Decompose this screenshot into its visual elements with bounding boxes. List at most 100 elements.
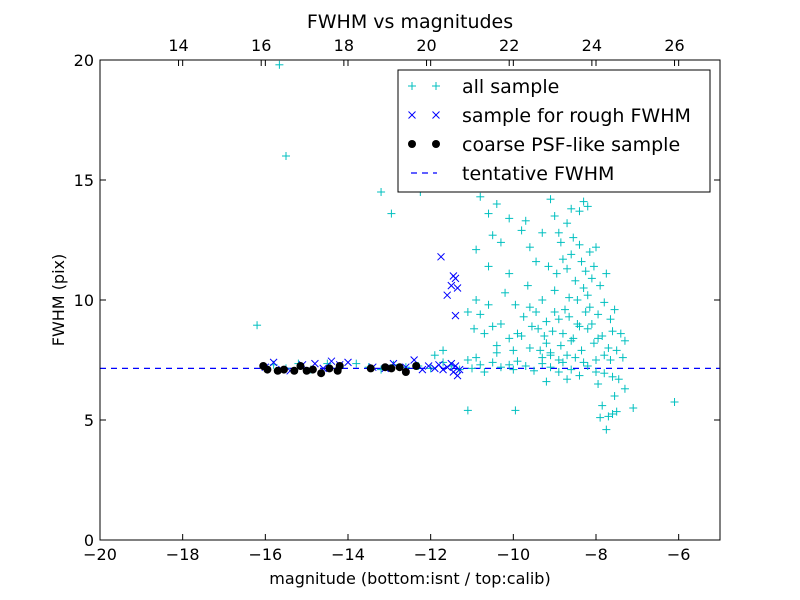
data-point [571,353,580,362]
y-tick-label: 15 [74,171,94,190]
data-point [387,364,396,373]
data-point [548,327,557,336]
data-point [579,358,588,367]
axes-ticks: −20 −18 −16 −14 −12 −10 −8 −6 14 16 18 20 22 24 26 0 5 10… [74,36,720,564]
data-point [437,252,445,261]
data-point [279,365,288,374]
data-point [592,356,600,364]
data-point [606,315,615,324]
data-point [618,353,627,362]
top-x-tick-label: 20 [416,36,436,55]
data-point [525,303,534,312]
data-point [563,375,572,384]
data-point [492,341,501,350]
data-point [592,243,600,252]
data-point [366,364,375,373]
data-point [534,324,543,333]
data-point [269,358,278,367]
data-point [381,363,390,372]
data-point [558,329,567,338]
data-point [395,363,404,372]
data-point [583,291,592,300]
data-point [525,344,534,352]
top-x-tick-label: 16 [251,36,271,55]
data-point [596,413,605,422]
legend-swatch-sample-for-rough-fwhm [408,111,416,119]
data-point [509,365,518,374]
data-point [594,334,603,343]
data-point [587,320,596,328]
data-point [598,401,607,410]
data-point [430,351,439,360]
data-point [589,339,598,348]
data-point [327,357,336,366]
x-tick-label: −8 [584,545,608,564]
data-point [501,288,510,297]
legend-label-coarse-psf-like-sample: coarse PSF-like sample [462,134,680,156]
data-point [418,365,427,374]
data-point [424,362,433,370]
data-point [606,356,615,364]
data-point [583,324,592,333]
data-point [352,359,361,368]
legend-swatch-all-sample [408,82,416,90]
data-point [610,305,619,314]
data-point [505,269,514,278]
data-point [344,358,352,367]
data-point [505,214,514,223]
data-point [602,425,611,434]
data-point [282,152,290,160]
data-point [447,281,456,290]
data-point [412,362,421,370]
x-tick-label: −12 [414,545,448,564]
data-point [608,410,617,418]
data-point [620,384,629,393]
data-point [488,358,497,367]
data-point [484,300,493,309]
data-point [523,281,532,290]
data-point [592,368,600,376]
data-point [542,377,551,386]
data-point [581,267,590,276]
data-point [598,332,607,340]
data-point [463,308,472,316]
data-point [577,257,586,266]
data-point [579,284,588,292]
data-point [629,404,638,412]
data-point [290,366,299,375]
data-point [620,336,629,345]
legend: all sample sample for rough FWHM coarse PS… [397,69,711,193]
top-x-tick-label: 24 [582,36,602,55]
data-point [472,245,481,254]
data-point [587,274,596,283]
data-point [594,380,603,388]
data-point [589,262,598,271]
top-x-tick-label: 26 [664,36,684,55]
data-point [604,344,613,352]
data-point [325,364,334,373]
data-point [525,243,534,252]
data-point [273,366,282,375]
data-point [546,363,555,372]
data-point [554,228,563,237]
data-point [476,360,485,369]
data-point [308,365,317,374]
x-tick-label: −18 [166,545,200,564]
data-point [554,315,563,324]
y-tick-label: 20 [74,51,94,70]
y-axis-label: FWHM (pix) [49,254,68,347]
data-point [538,296,547,304]
data-point [480,368,489,376]
data-point [447,359,456,368]
data-point [517,332,526,340]
data-point [558,358,567,367]
data-point [583,362,592,370]
data-point [552,269,561,278]
plot-content [100,60,720,434]
data-point [511,406,520,415]
x-tick-label: −14 [331,545,365,564]
data-point [585,303,594,312]
data-point [496,238,505,247]
data-point [563,219,572,228]
